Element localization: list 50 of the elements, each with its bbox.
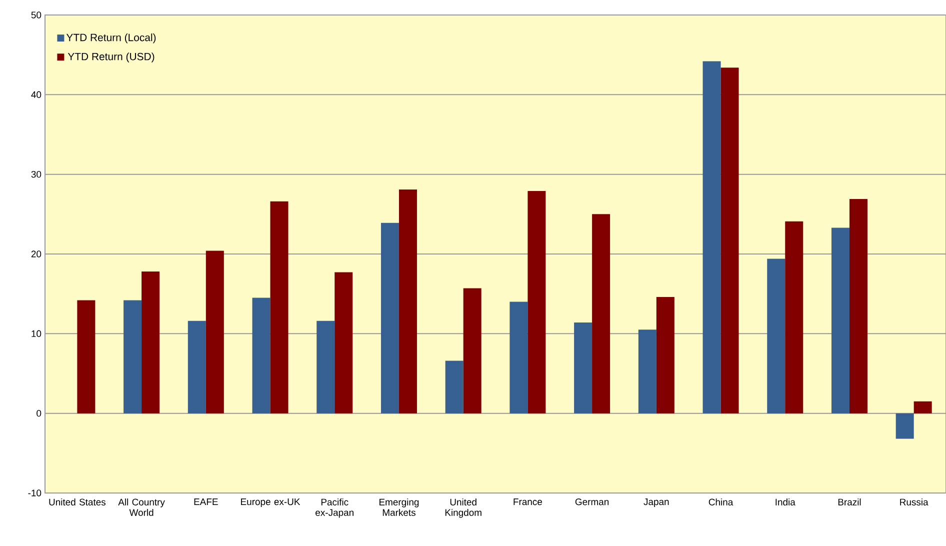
x-tick-label: Japan	[644, 498, 669, 507]
x-tick-label: Russia	[900, 498, 928, 506]
y-tick-label: 0	[36, 410, 42, 417]
bar	[528, 191, 546, 414]
x-tick-label: Pacific ex-Japan	[316, 498, 354, 518]
x-tick-label: All Country World	[118, 498, 165, 516]
bar	[849, 199, 868, 414]
bar	[77, 300, 96, 414]
y-tick-label: 10	[32, 330, 42, 338]
y-tick-label: 40	[31, 91, 42, 98]
bar	[767, 258, 786, 414]
bar	[510, 302, 528, 414]
bar	[188, 320, 206, 414]
x-tick-label: Europe ex-UK	[241, 498, 300, 507]
bar	[252, 298, 270, 414]
bar	[896, 413, 914, 439]
bar	[380, 222, 399, 414]
x-tick-label: United States	[49, 498, 106, 506]
x-tick-label: EAFE	[194, 498, 218, 506]
bar	[334, 272, 353, 414]
x-tick-label: Emerging Markets	[380, 498, 419, 516]
bar	[398, 189, 417, 414]
x-tick-label: Brazil	[838, 498, 861, 506]
bar	[142, 272, 160, 414]
bar	[720, 68, 739, 414]
bar	[316, 320, 335, 414]
legend-label: YTD Return (Local)	[66, 34, 156, 44]
bar	[124, 300, 142, 414]
bar	[656, 297, 674, 414]
bar	[445, 360, 464, 414]
bar	[463, 288, 482, 414]
x-tick-label: France	[514, 498, 542, 506]
bar	[638, 330, 656, 414]
bar	[592, 214, 610, 414]
y-tick-label: 30	[31, 170, 42, 178]
bar	[702, 61, 721, 414]
y-tick-label: 20	[31, 250, 42, 258]
bar	[270, 201, 288, 414]
x-tick-label: German	[575, 498, 609, 506]
legend-label: YTD Return (USD)	[68, 52, 154, 62]
x-tick-label: India	[776, 498, 796, 506]
y-tick-label: -10	[28, 490, 42, 496]
bar	[831, 228, 850, 414]
bar	[574, 322, 592, 414]
x-tick-label: China	[708, 498, 734, 506]
x-tick-label: United Kingdom	[445, 498, 482, 518]
bar	[914, 401, 932, 414]
y-tick-label: 50	[31, 12, 42, 18]
bar	[206, 250, 224, 414]
bar	[785, 221, 804, 414]
